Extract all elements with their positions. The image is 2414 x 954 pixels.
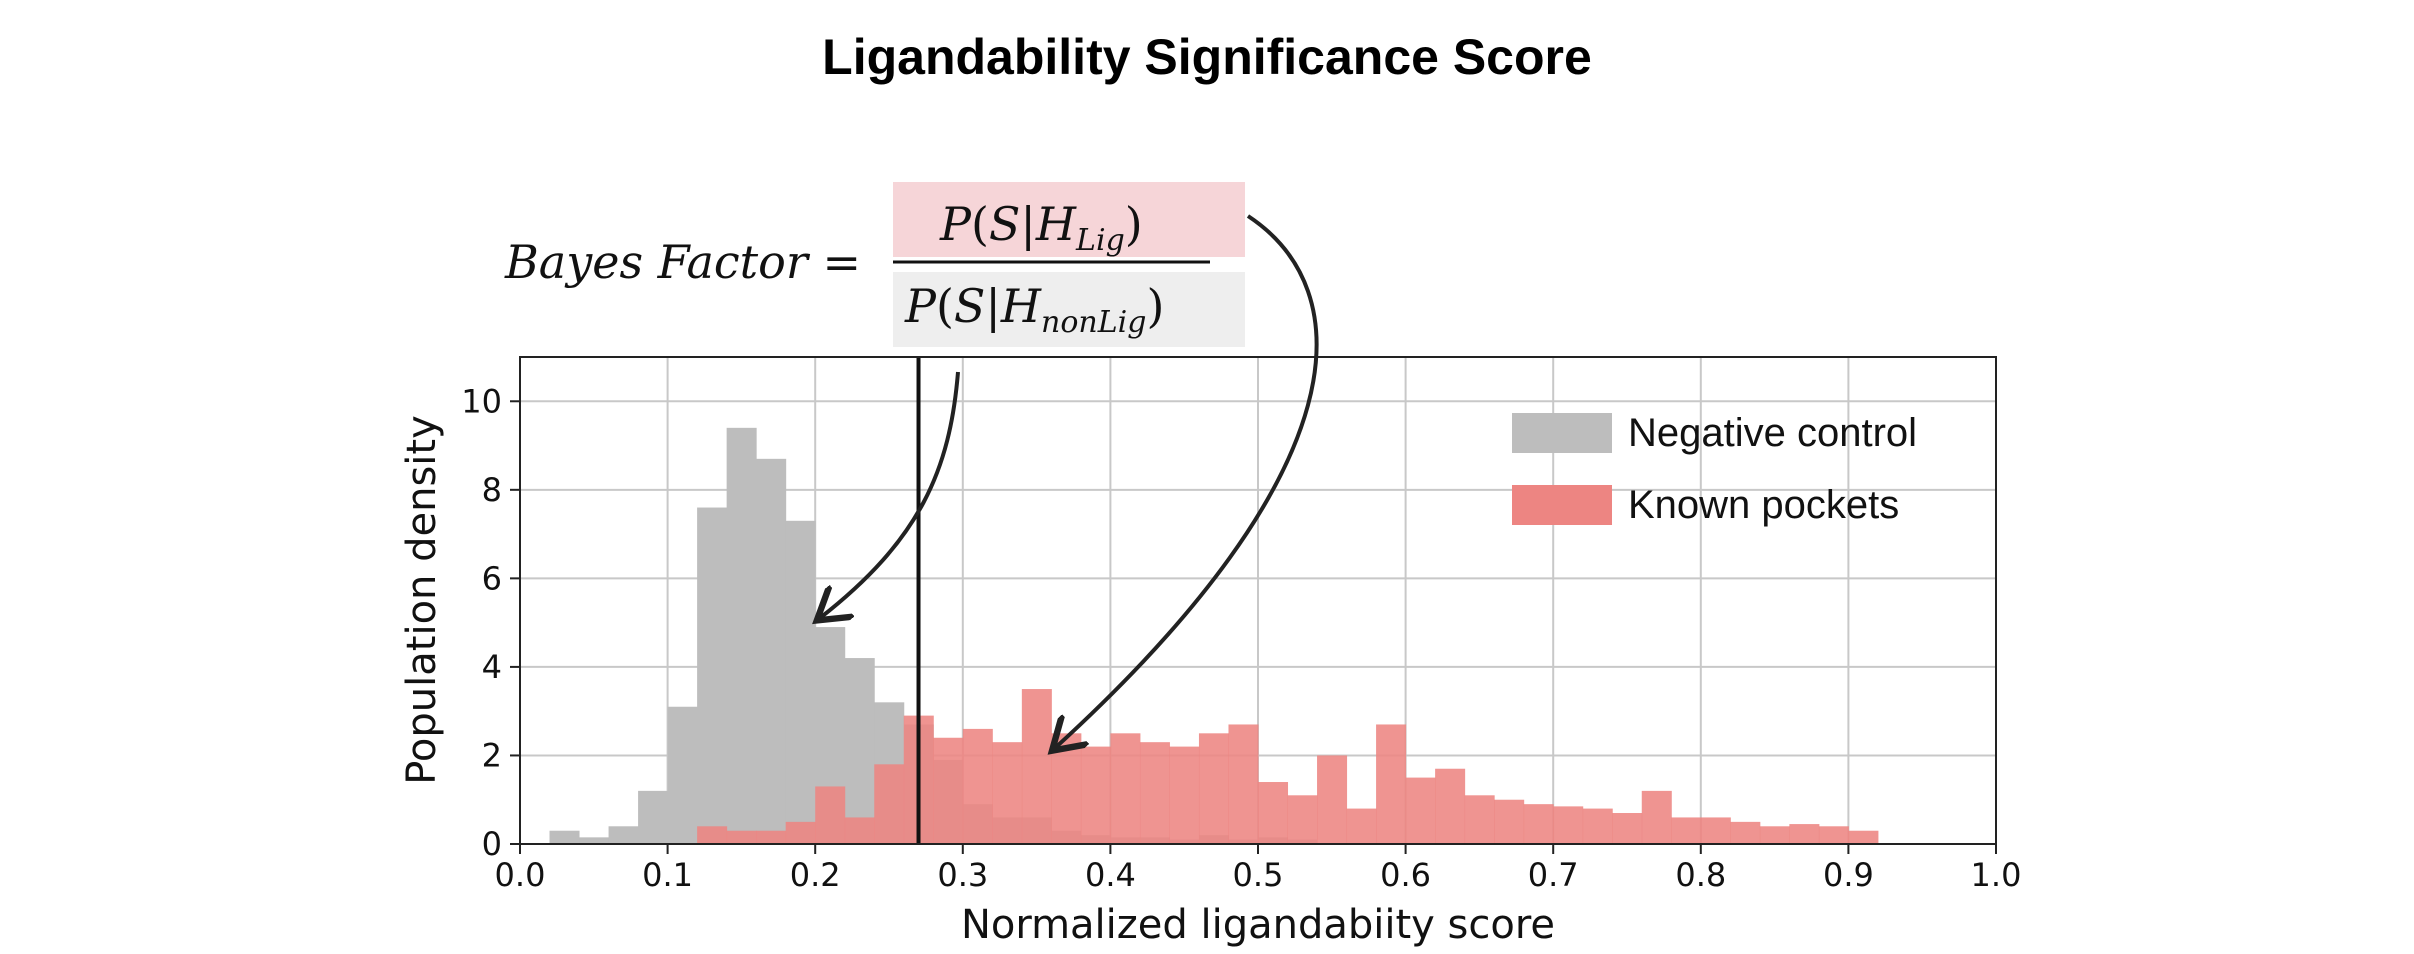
x-tick-label: 0.1 <box>642 856 693 894</box>
histogram-bar <box>1110 733 1141 844</box>
arrow-to-negative-control <box>820 371 960 618</box>
histogram-bar <box>608 826 639 844</box>
histogram-bar <box>1198 733 1229 844</box>
histogram-bar <box>1494 799 1525 844</box>
histogram-bar <box>1376 724 1407 844</box>
x-tick-label: 0.0 <box>495 856 546 894</box>
y-tick-label: 4 <box>482 648 502 686</box>
histogram-bar <box>1317 755 1348 844</box>
x-tick-label: 0.4 <box>1085 856 1136 894</box>
histogram-bar <box>1051 733 1082 844</box>
histogram-bar <box>1641 790 1672 844</box>
histogram-bar <box>726 830 757 844</box>
histogram-bar <box>933 737 964 844</box>
histogram-bar <box>785 821 816 844</box>
x-tick-label: 0.7 <box>1528 856 1579 894</box>
histogram-bar <box>1700 817 1731 844</box>
histogram-bar <box>815 786 846 844</box>
histogram-bar <box>992 742 1023 844</box>
y-tick-label: 10 <box>461 382 502 420</box>
x-tick-label: 0.9 <box>1823 856 1874 894</box>
histogram-bar <box>1582 808 1613 844</box>
arrow-to-known-pockets <box>1055 214 1319 748</box>
histogram-bar <box>549 830 580 844</box>
y-axis-label: Population density <box>399 415 445 785</box>
series-known-pockets <box>697 689 1879 844</box>
histogram-bar <box>1080 746 1111 844</box>
histogram-bar <box>1346 808 1377 844</box>
x-axis-label: Normalized ligandabiity score <box>961 902 1555 948</box>
histogram-bar <box>1464 795 1495 844</box>
histogram-bar <box>1287 795 1318 844</box>
legend-swatch-known-pockets <box>1512 485 1612 525</box>
histogram-bar <box>1139 742 1170 844</box>
x-tick-label: 0.2 <box>790 856 841 894</box>
histogram-bar <box>697 826 728 844</box>
histogram-bar <box>1435 768 1466 844</box>
x-tick-label: 0.6 <box>1380 856 1431 894</box>
histogram-bar <box>667 706 698 844</box>
histogram-bar <box>1818 826 1849 844</box>
y-axis-ticks: 0 2 4 6 8 10 <box>461 382 520 863</box>
histogram-bar <box>756 458 787 844</box>
legend-label-known-pockets: Known pockets <box>1628 483 1899 527</box>
histogram-bar <box>1228 724 1259 844</box>
histogram-bar <box>1553 806 1584 844</box>
histogram-bar <box>638 790 669 844</box>
y-tick-label: 6 <box>482 559 502 597</box>
histogram-bar <box>579 837 610 844</box>
histogram-bar <box>1759 826 1790 844</box>
histogram-bar <box>962 728 993 844</box>
x-tick-label: 0.5 <box>1233 856 1284 894</box>
x-tick-label: 0.3 <box>937 856 988 894</box>
histogram-bar <box>756 830 787 844</box>
y-tick-label: 8 <box>482 471 502 509</box>
histogram-bar <box>785 520 816 844</box>
denominator-expression: P(S|HnonLig) <box>904 279 1164 340</box>
histogram-bars <box>549 427 1879 844</box>
numerator-highlight <box>893 182 1245 257</box>
histogram-bar <box>1523 804 1554 844</box>
histogram-bar <box>1671 817 1702 844</box>
legend-label-negative-control: Negative control <box>1628 411 1917 455</box>
y-tick-label: 2 <box>482 736 502 774</box>
histogram-bar <box>697 507 728 844</box>
x-axis-ticks: 0.0 0.1 0.2 0.3 0.4 0.5 0.6 0.7 0.8 0.9 1.0 <box>495 844 2022 894</box>
histogram-bar <box>726 427 757 844</box>
denominator-highlight <box>893 272 1245 347</box>
histogram-bar <box>844 817 875 844</box>
formula-lhs: Bayes Factor = <box>504 235 861 289</box>
x-tick-label: 0.8 <box>1675 856 1726 894</box>
histogram-bar <box>1021 689 1052 844</box>
histogram-bar <box>1405 777 1436 844</box>
histogram-bar <box>1789 824 1820 844</box>
numerator-expression: P(S|HLig) <box>939 197 1143 258</box>
chart-title: Ligandability Significance Score <box>822 29 1592 85</box>
histogram-bar <box>1730 821 1761 844</box>
histogram-bar <box>1258 782 1289 844</box>
histogram-bar <box>1612 813 1643 844</box>
histogram-bar <box>1848 830 1879 844</box>
bayes-factor-formula: Bayes Factor = P(S|HLig) P(S|HnonLig) <box>504 182 1245 347</box>
legend-swatch-negative-control <box>1512 413 1612 453</box>
legend: Negative control Known pockets <box>1512 411 1917 527</box>
histogram-bar <box>1169 746 1200 844</box>
x-tick-label: 1.0 <box>1971 856 2022 894</box>
histogram-bar <box>844 658 875 844</box>
histogram-bar <box>874 764 905 844</box>
y-tick-label: 0 <box>482 825 502 863</box>
